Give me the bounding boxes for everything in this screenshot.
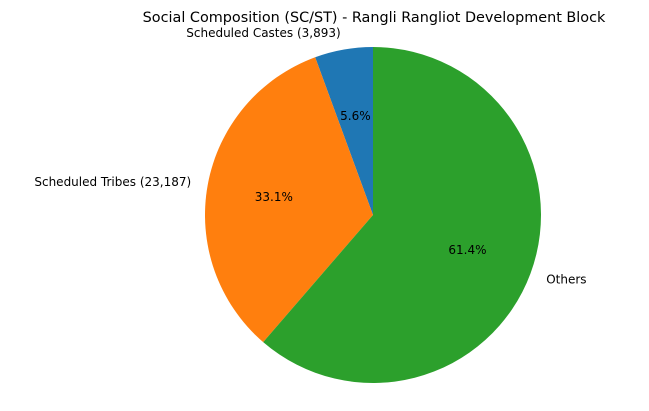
slice-scheduled-tribes <box>204 57 373 343</box>
chart-title: Social Composition (SC/ST) - Rangli Rang… <box>143 10 606 26</box>
slice-others <box>263 47 541 383</box>
pct-label-others: 61.4% <box>448 243 486 257</box>
pie-slices <box>204 47 541 383</box>
category-label-scheduled-castes: Scheduled Castes (3,893) <box>186 26 340 40</box>
category-label-others: Others <box>546 272 586 286</box>
slice-labels: 5.6% Scheduled Castes (3,893) 33.1% Schedul… <box>34 26 586 286</box>
pct-label-scheduled-tribes: 33.1% <box>255 190 293 204</box>
pct-label-scheduled-castes: 5.6% <box>340 109 371 123</box>
slice-scheduled-castes <box>315 47 373 215</box>
category-label-scheduled-tribes: Scheduled Tribes (23,187) <box>34 175 191 189</box>
